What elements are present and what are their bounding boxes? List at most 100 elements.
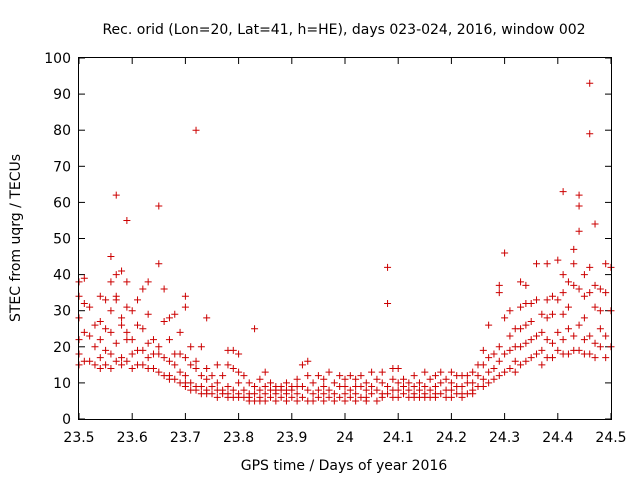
data-point [139, 346, 147, 354]
data-point [527, 354, 535, 362]
data-point [160, 318, 168, 326]
data-point [341, 390, 349, 398]
data-point [91, 361, 99, 369]
data-point [139, 325, 147, 333]
y-tick-label: 20 [53, 340, 71, 356]
data-point [564, 350, 572, 358]
data-point [538, 310, 546, 318]
data-point [128, 336, 136, 344]
data-point [586, 289, 594, 297]
data-point [298, 393, 306, 401]
data-point [559, 188, 567, 196]
data-point [336, 372, 344, 380]
data-point [533, 350, 541, 358]
x-tick-label: 24.4 [542, 430, 573, 446]
data-point [224, 361, 232, 369]
data-point [469, 379, 477, 387]
data-point [213, 379, 221, 387]
data-point [415, 379, 423, 387]
data-point [564, 325, 572, 333]
data-point [96, 292, 104, 300]
data-point [602, 354, 610, 362]
data-point [128, 350, 136, 358]
data-point [437, 379, 445, 387]
data-point [346, 372, 354, 380]
data-point [320, 390, 328, 398]
x-tick-label: 23.5 [63, 430, 94, 446]
data-point [602, 260, 610, 268]
data-point [527, 299, 535, 307]
data-point [288, 386, 296, 394]
data-point [591, 354, 599, 362]
data-point [282, 390, 290, 398]
data-point [213, 361, 221, 369]
data-point [192, 364, 200, 372]
data-point [304, 372, 312, 380]
data-point [107, 253, 115, 261]
data-point [235, 368, 243, 376]
data-point [155, 350, 163, 358]
data-point [463, 372, 471, 380]
data-point [251, 383, 259, 391]
data-point [548, 354, 556, 362]
data-point [533, 296, 541, 304]
data-point [235, 350, 243, 358]
data-point [559, 336, 567, 344]
data-point [368, 368, 376, 376]
data-point [554, 296, 562, 304]
data-point [394, 364, 402, 372]
data-point [506, 364, 514, 372]
data-point [325, 368, 333, 376]
data-point [421, 368, 429, 376]
data-point [517, 303, 525, 311]
data-point [229, 364, 237, 372]
data-point [485, 321, 493, 329]
data-point [490, 350, 498, 358]
data-point [160, 354, 168, 362]
data-point [389, 375, 397, 383]
data-point [522, 339, 530, 347]
data-point [176, 368, 184, 376]
data-point [426, 375, 434, 383]
data-point [575, 227, 583, 235]
data-point [298, 361, 306, 369]
data-point [155, 368, 163, 376]
data-point [309, 379, 317, 387]
data-point [298, 383, 306, 391]
data-point [517, 325, 525, 333]
data-point [123, 278, 131, 286]
data-point [570, 245, 578, 253]
data-point [564, 278, 572, 286]
data-point [102, 346, 110, 354]
data-point [591, 339, 599, 347]
data-point [554, 256, 562, 264]
data-point [107, 278, 115, 286]
data-point [171, 361, 179, 369]
data-point [554, 328, 562, 336]
data-point [261, 390, 269, 398]
data-point [208, 372, 216, 380]
data-point [102, 361, 110, 369]
data-point [134, 321, 142, 329]
data-point [304, 386, 312, 394]
data-point [437, 390, 445, 398]
data-point [197, 343, 205, 351]
data-point [586, 332, 594, 340]
data-point [596, 307, 604, 315]
data-point [394, 393, 402, 401]
data-point [112, 292, 120, 300]
data-point [479, 383, 487, 391]
data-point [187, 343, 195, 351]
y-tick-label: 10 [53, 376, 71, 392]
data-point [602, 332, 610, 340]
data-point [400, 383, 408, 391]
y-tick-label: 90 [53, 87, 71, 103]
data-point [325, 386, 333, 394]
y-tick-label: 50 [53, 232, 71, 248]
data-point [501, 350, 509, 358]
data-point [490, 364, 498, 372]
data-point [139, 361, 147, 369]
data-point [559, 271, 567, 279]
data-point [410, 383, 418, 391]
data-point [165, 336, 173, 344]
